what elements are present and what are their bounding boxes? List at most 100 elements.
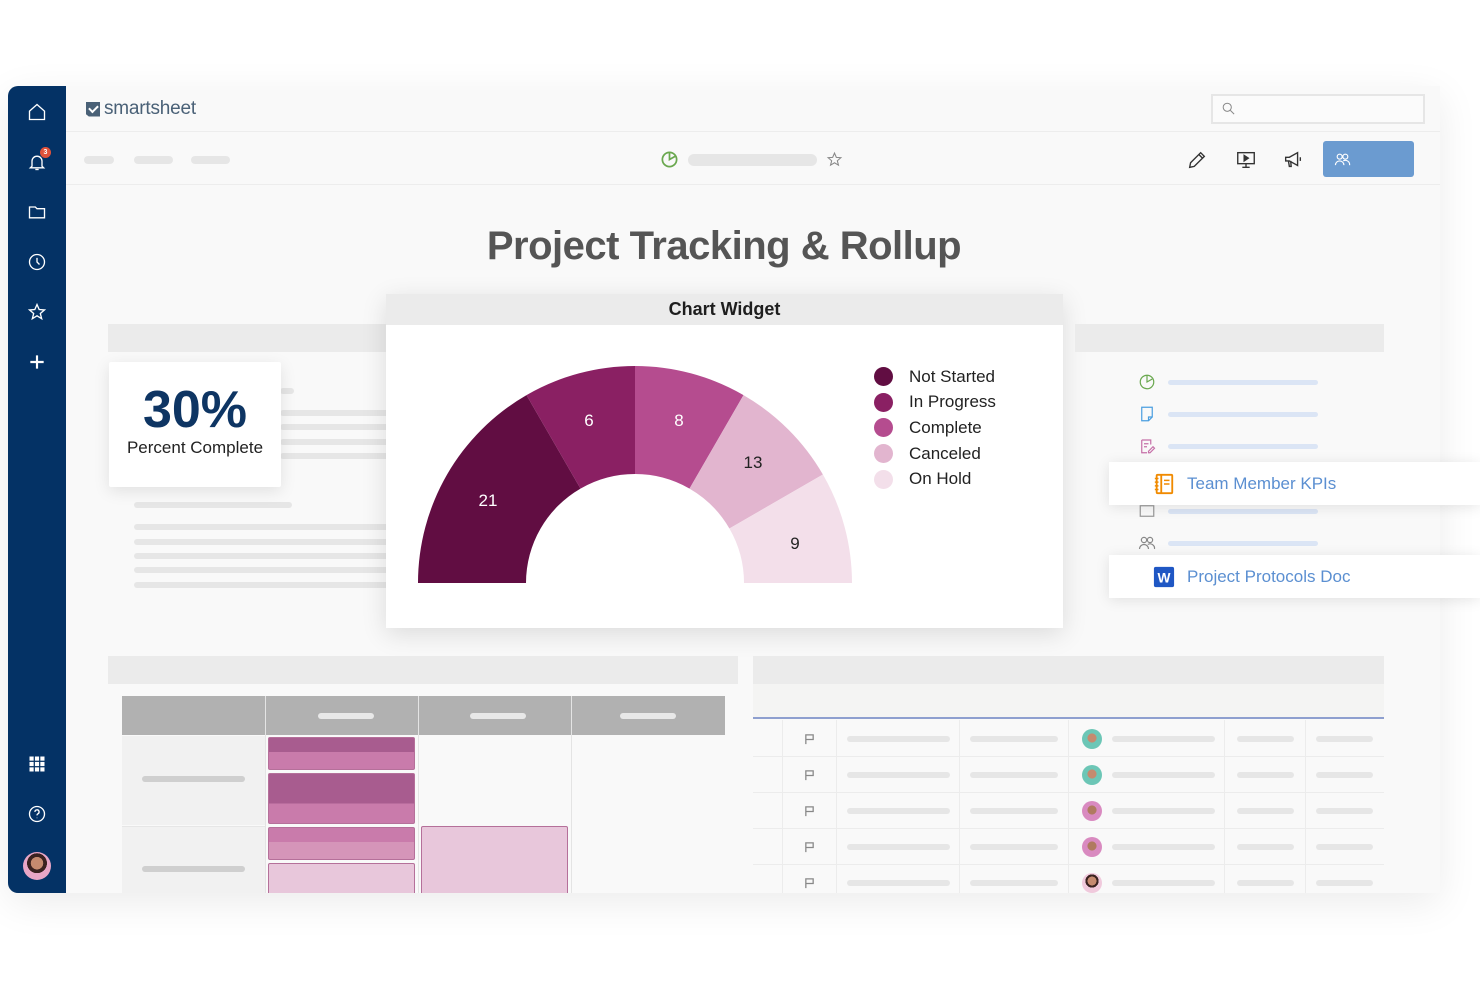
bell-icon[interactable]: 3 xyxy=(25,147,51,174)
link-team-member-kpis[interactable]: Team Member KPIs xyxy=(1109,462,1480,505)
legend-item[interactable]: Not Started xyxy=(874,364,996,390)
flag-icon[interactable] xyxy=(804,732,815,750)
breadcrumb-placeholder[interactable] xyxy=(191,156,230,164)
table-row[interactable] xyxy=(753,793,1384,829)
link-project-protocols-doc[interactable]: W Project Protocols Doc xyxy=(1109,555,1480,598)
slice-in-progress[interactable] xyxy=(526,366,636,489)
help-icon[interactable] xyxy=(25,802,49,826)
cell-placeholder xyxy=(847,844,950,850)
plus-icon[interactable] xyxy=(25,350,49,374)
card[interactable] xyxy=(268,827,415,860)
cell-placeholder xyxy=(847,880,950,886)
home-icon[interactable] xyxy=(25,100,49,124)
search-icon xyxy=(1222,102,1235,115)
favorite-star-icon[interactable] xyxy=(826,151,843,168)
column-divider xyxy=(418,696,419,893)
legend-item[interactable]: In Progress xyxy=(874,390,996,416)
column-divider xyxy=(265,696,266,893)
kpi-label: Percent Complete xyxy=(126,438,264,457)
flag-icon[interactable] xyxy=(804,804,815,822)
folder-icon[interactable] xyxy=(25,200,49,224)
users-icon xyxy=(1138,534,1156,552)
shortcut-placeholder xyxy=(1168,508,1318,514)
avatar xyxy=(1082,801,1102,821)
notebook-icon xyxy=(1154,473,1174,494)
text-line xyxy=(134,582,394,588)
table-row[interactable] xyxy=(753,757,1384,793)
star-icon[interactable] xyxy=(25,300,49,324)
column-divider xyxy=(1224,720,1225,893)
edit-icon[interactable] xyxy=(1186,149,1208,171)
kpi-widget[interactable]: 30% Percent Complete xyxy=(109,362,281,487)
shortcut-item[interactable] xyxy=(1138,534,1318,552)
half-donut-chart: 21 6 8 13 9 xyxy=(418,366,852,584)
legend-item[interactable]: Canceled xyxy=(874,441,996,467)
cell-placeholder xyxy=(1316,772,1373,778)
text-line xyxy=(134,553,394,559)
breadcrumb-placeholder[interactable] xyxy=(84,156,114,164)
text-line xyxy=(134,567,394,573)
slice-not-started[interactable] xyxy=(418,395,581,583)
avatar[interactable] xyxy=(23,852,51,880)
shortcut-item[interactable] xyxy=(1138,405,1318,423)
text-line xyxy=(134,539,394,545)
card[interactable] xyxy=(268,737,415,770)
legend-label: On Hold xyxy=(909,469,972,489)
slice-canceled[interactable] xyxy=(689,395,823,529)
left-nav-rail: 3 xyxy=(8,86,66,893)
card[interactable] xyxy=(421,826,568,893)
brand-name: smartsheet xyxy=(104,98,196,119)
legend-item[interactable]: Complete xyxy=(874,415,996,441)
dashboard-icon xyxy=(1138,373,1156,391)
shortcut-placeholder xyxy=(1168,379,1318,385)
column-header-placeholder xyxy=(620,713,676,719)
card[interactable] xyxy=(268,773,415,824)
widget-header-placeholder xyxy=(108,656,738,684)
shortcut-item[interactable] xyxy=(1138,502,1318,520)
chart-widget[interactable]: Chart Widget 21 6 8 13 9 Not Started In … xyxy=(386,294,1063,628)
column-divider xyxy=(782,720,783,893)
text-line xyxy=(280,410,400,416)
cell-placeholder xyxy=(1237,844,1294,850)
shortcut-placeholder xyxy=(1168,443,1318,449)
cell-placeholder xyxy=(970,844,1058,850)
clock-icon[interactable] xyxy=(25,250,49,274)
breadcrumb-placeholder[interactable] xyxy=(134,156,173,164)
chart-legend: Not Started In Progress Complete Cancele… xyxy=(874,364,996,492)
card[interactable] xyxy=(268,863,415,893)
grid-icon[interactable] xyxy=(25,752,49,776)
smartsheet-logo[interactable]: smartsheet xyxy=(86,98,196,120)
search-input[interactable] xyxy=(1211,94,1425,124)
avatar xyxy=(1082,837,1102,857)
flag-icon[interactable] xyxy=(804,876,815,893)
lane-header xyxy=(122,826,265,893)
cell-placeholder xyxy=(1237,880,1294,886)
present-icon[interactable] xyxy=(1235,149,1257,171)
legend-label: Complete xyxy=(909,417,982,437)
report-header xyxy=(753,684,1384,719)
table-row[interactable] xyxy=(753,865,1384,893)
shortcut-item[interactable] xyxy=(1138,437,1318,455)
cell-placeholder xyxy=(1237,772,1294,778)
flag-icon[interactable] xyxy=(804,768,815,786)
announce-icon[interactable] xyxy=(1282,149,1304,171)
link-label: Team Member KPIs xyxy=(1187,473,1337,493)
slice-label: 6 xyxy=(584,411,593,430)
slice-on-hold[interactable] xyxy=(729,474,852,584)
cell-placeholder xyxy=(1316,808,1373,814)
slice-complete[interactable] xyxy=(635,366,744,489)
table-row[interactable] xyxy=(753,829,1384,865)
form-icon xyxy=(1138,437,1156,455)
table-row[interactable] xyxy=(753,721,1384,757)
column-header-placeholder xyxy=(318,713,374,719)
shortcut-item[interactable] xyxy=(1138,373,1318,391)
shortcut-placeholder xyxy=(1168,540,1318,546)
legend-item[interactable]: On Hold xyxy=(874,466,996,492)
avatar xyxy=(1082,873,1102,893)
share-button[interactable] xyxy=(1323,141,1414,177)
flag-icon[interactable] xyxy=(804,840,815,858)
top-bar: smartsheet xyxy=(66,86,1440,132)
widget-header-placeholder xyxy=(108,324,398,352)
cell-placeholder xyxy=(847,736,950,742)
cell-placeholder xyxy=(1112,808,1215,814)
